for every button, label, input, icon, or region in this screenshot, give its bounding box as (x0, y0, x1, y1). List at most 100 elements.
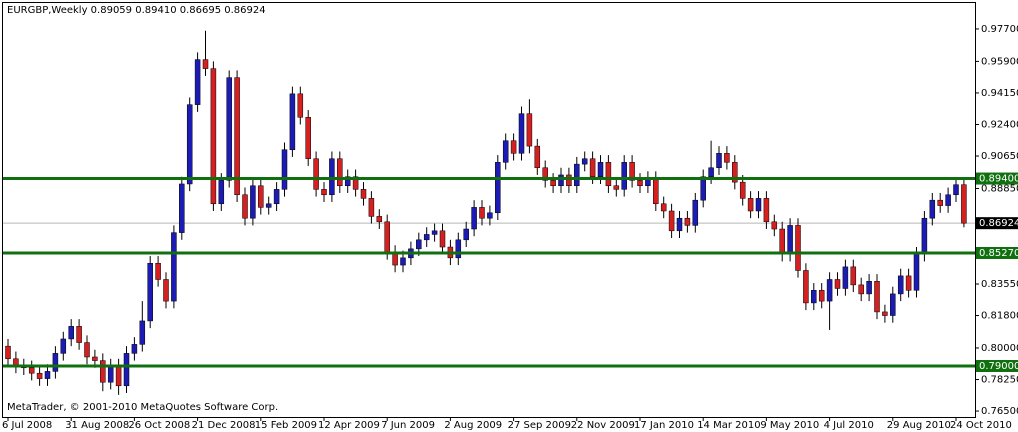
candle-body (487, 212, 493, 219)
candle-body (692, 199, 699, 226)
x-tick-label: 15 Feb 2009 (255, 420, 317, 431)
x-tick-label: 17 Jan 2010 (634, 420, 694, 431)
level-label: 0.79000 (979, 361, 1018, 372)
plot-frame (2, 2, 976, 418)
current-price-label: 0.86924 (979, 218, 1018, 229)
candle-body (384, 221, 390, 253)
candle-body (621, 162, 627, 190)
candle-body (818, 290, 825, 302)
candle-body (250, 185, 256, 219)
candle-body (526, 113, 533, 147)
candle-body (297, 93, 304, 118)
candle-body (439, 230, 446, 248)
current-price-box (976, 217, 1018, 230)
candle-body (668, 210, 675, 232)
candle-body (850, 266, 857, 286)
candle-body (534, 145, 541, 168)
candle-body (897, 275, 904, 295)
candle-body (234, 77, 240, 196)
candle-body (179, 183, 185, 233)
candle-body (945, 194, 951, 206)
candle-body (581, 158, 588, 165)
candle-body (5, 345, 11, 360)
candle-body (842, 266, 849, 289)
x-tick-label: 26 Oct 2008 (128, 420, 190, 431)
candle-body (84, 342, 90, 358)
candle-body (771, 221, 778, 230)
candle-body (202, 59, 209, 69)
x-tick-label: 21 Dec 2008 (192, 420, 256, 431)
candle-body (763, 198, 770, 223)
chart-title: EURGBP,Weekly 0.89059 0.89410 0.86695 0.… (7, 5, 266, 16)
x-tick-label: 12 Apr 2009 (318, 420, 380, 431)
candle-body (676, 217, 683, 232)
candle-body (589, 158, 596, 177)
candle-body (826, 279, 833, 302)
x-tick-label: 4 Jul 2010 (824, 420, 874, 431)
level-label-box (976, 246, 1018, 259)
x-tick-label: 24 Oct 2010 (950, 420, 1012, 431)
level-label: 0.89400 (979, 174, 1018, 185)
candle-body (660, 203, 667, 212)
candle-body (858, 284, 864, 295)
candle-body (937, 199, 943, 206)
footer: MetaTrader, © 2001-2010 MetaQuotes Softw… (7, 402, 278, 413)
x-tick-label: 31 Aug 2008 (65, 420, 129, 431)
candle-body (811, 290, 817, 304)
candle-body (779, 228, 785, 255)
x-tick-label: 7 Jun 2009 (381, 420, 435, 431)
candle-body (155, 263, 161, 280)
candle-body (834, 279, 841, 289)
candle-body (100, 360, 106, 383)
candle-body (265, 203, 272, 208)
candle-body (329, 158, 335, 196)
x-tick-label: 29 Aug 2010 (887, 420, 951, 431)
candle-body (28, 367, 35, 374)
candle-body (597, 162, 604, 177)
candle-body (716, 153, 722, 168)
candle-body (305, 117, 311, 159)
candle-body (574, 163, 580, 187)
candle-body (68, 326, 74, 340)
candle-body (787, 225, 793, 255)
candle-body (360, 189, 367, 199)
candle-body (558, 174, 564, 187)
candle-body (566, 174, 572, 187)
x-tick-label: 2 Aug 2009 (444, 420, 502, 431)
candle-body (139, 320, 146, 345)
candle-body (352, 176, 359, 190)
y-tick-label: 0.76500 (981, 406, 1018, 417)
candle-body (423, 234, 430, 241)
candle-body (123, 353, 130, 387)
candle-body (115, 365, 122, 387)
candle-body (866, 281, 872, 295)
candle-body (171, 232, 177, 302)
candle-body (416, 239, 422, 250)
candle-body (455, 239, 462, 259)
candle-body (368, 198, 375, 217)
candle-body (92, 356, 98, 361)
candle-body (376, 216, 383, 223)
candle-body (803, 270, 809, 304)
candle-body (273, 189, 280, 205)
candle-body (882, 311, 888, 316)
candle-body (44, 371, 51, 379)
candle-body (637, 180, 643, 187)
candle-body (131, 344, 138, 354)
candle-body (289, 93, 296, 150)
candle-body (708, 167, 714, 177)
candle-body (107, 365, 114, 383)
candle-body (518, 113, 525, 154)
candle-body (36, 372, 43, 379)
candle-body (471, 207, 477, 230)
candle-body (479, 207, 485, 219)
candle-body (321, 189, 327, 196)
